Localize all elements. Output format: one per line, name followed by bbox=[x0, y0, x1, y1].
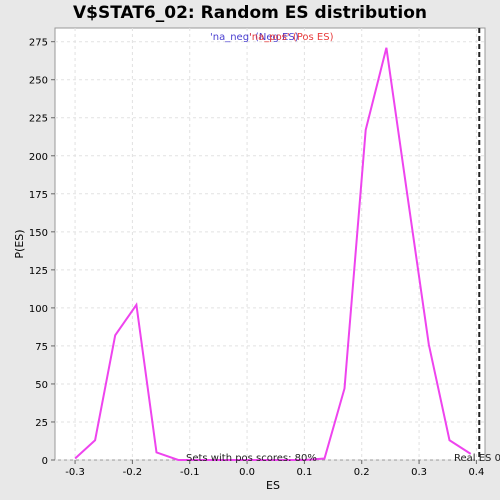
y-tick-label: 200 bbox=[29, 152, 48, 163]
y-tick-label: 25 bbox=[35, 418, 48, 429]
x-tick-label: 0.0 bbox=[239, 467, 255, 478]
y-tick-label: 100 bbox=[29, 304, 48, 315]
y-tick-label: 150 bbox=[29, 228, 48, 239]
y-axis-label: P(ES) bbox=[13, 229, 26, 258]
legend-neg-label: 'na_neg' (Neg ES) bbox=[210, 32, 299, 43]
y-tick-label: 75 bbox=[35, 342, 48, 353]
y-tick-label: 0 bbox=[42, 456, 48, 467]
series-line-pos bbox=[74, 47, 472, 461]
x-tick-label: -0.1 bbox=[180, 467, 200, 478]
x-axis-label: ES bbox=[266, 479, 280, 492]
x-tick-label: -0.2 bbox=[123, 467, 143, 478]
legend-pos-label: 'na_pos' (Pos ES) bbox=[249, 32, 334, 43]
pos-scores-annotation: Sets with pos scores: 80% bbox=[186, 453, 317, 464]
y-tick-label: 225 bbox=[29, 114, 48, 125]
x-tick-label: 0.4 bbox=[468, 467, 484, 478]
y-tick-label: 50 bbox=[35, 380, 48, 391]
y-axis: 0 25 50 75 100 125 150 175 200 225 250 275 bbox=[29, 38, 55, 467]
y-tick-label: 125 bbox=[29, 266, 48, 277]
plot-area bbox=[54, 27, 486, 461]
x-tick-label: -0.3 bbox=[65, 467, 85, 478]
y-tick-label: 250 bbox=[29, 76, 48, 87]
y-tick-label: 175 bbox=[29, 190, 48, 201]
x-axis: -0.3 -0.2 -0.1 0.0 0.1 0.2 0.3 0.4 bbox=[65, 460, 484, 478]
chart-title: V$STAT6_02: Random ES distribution bbox=[73, 3, 427, 23]
x-tick-label: 0.2 bbox=[354, 467, 370, 478]
real-es-label: Real ES 0 bbox=[454, 453, 500, 464]
x-tick-label: 0.3 bbox=[411, 467, 427, 478]
x-tick-label: 0.1 bbox=[296, 467, 312, 478]
grid bbox=[55, 28, 485, 461]
y-tick-label: 275 bbox=[29, 38, 48, 49]
